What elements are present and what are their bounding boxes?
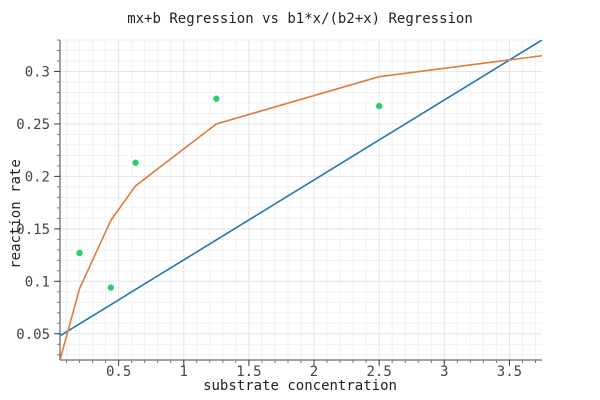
axes: 0.5 1 1.5 2 2.5 3 3.5 0.05 0.1 0.15 0.2 0.25 0.3 (16, 39, 542, 380)
data-point (213, 95, 220, 102)
y-tick-label: 0.2 (25, 169, 50, 185)
x-tick-label: 1.5 (236, 364, 261, 380)
y-tick-label: 0.15 (16, 222, 50, 238)
y-tick-label: 0.25 (16, 117, 50, 133)
data-point (107, 284, 115, 291)
y-tick-label: 0.1 (25, 274, 50, 290)
x-axis-label: substrate concentration (203, 378, 397, 394)
y-axis-label: reaction rate (8, 159, 24, 269)
x-tick-label: 1 (180, 364, 188, 380)
series-layer (60, 40, 542, 360)
x-tick-label: 0.5 (106, 364, 131, 380)
y-tick-label: 0.3 (25, 64, 50, 80)
linear-regression-line (60, 40, 542, 337)
x-tick-label: 2 (310, 364, 318, 380)
data-point (375, 102, 383, 110)
michaelis-menten-regression-line (60, 54, 542, 360)
chart-title: mx+b Regression vs b1*x/(b2+x) Regressio… (127, 11, 473, 27)
grid (60, 39, 542, 360)
y-tick-label: 0.05 (16, 327, 50, 343)
data-point (76, 249, 83, 257)
x-tick-label: 3 (440, 364, 448, 380)
x-tick-label: 3.5 (497, 364, 522, 380)
points-layer (76, 95, 383, 291)
x-tick-label: 2.5 (367, 364, 392, 380)
data-point (132, 159, 139, 166)
